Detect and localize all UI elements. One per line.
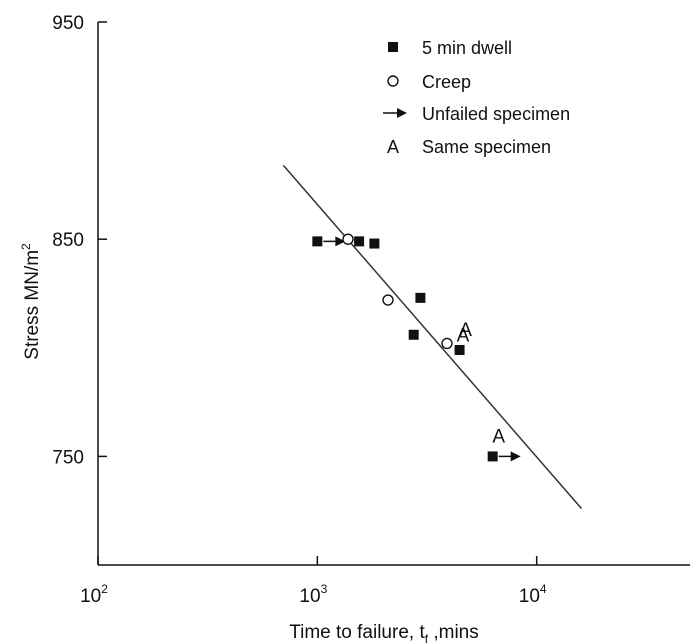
dwell-point xyxy=(487,451,498,462)
y-tick-label: 750 xyxy=(52,447,84,468)
unfailed-arrow xyxy=(323,236,346,247)
x-tick-label: 102 xyxy=(80,582,108,607)
dwell-point xyxy=(415,292,426,303)
legend: 5 min dwell Creep Unfailed specimen A Same s… xyxy=(383,38,570,157)
creep-point xyxy=(342,233,354,245)
x-ticks: 102 103 104 xyxy=(80,556,547,607)
x-tick-label-base: 10 xyxy=(519,586,540,607)
y-tick-label: 850 xyxy=(52,230,84,251)
x-tick-label-exponent: 2 xyxy=(101,582,108,596)
legend-symbol-arrow xyxy=(383,108,407,118)
same-specimen-label: A xyxy=(459,320,472,341)
x-tick-label: 104 xyxy=(519,582,547,607)
legend-label: Unfailed specimen xyxy=(422,104,570,124)
creep-point xyxy=(441,337,453,350)
legend-label: Same specimen xyxy=(422,137,551,157)
same-specimen-label: A xyxy=(492,426,505,447)
trend-line xyxy=(282,164,583,510)
y-tick-label: 950 xyxy=(52,13,84,34)
same-specimen-label: A xyxy=(457,325,470,346)
x-tick-label-base: 10 xyxy=(299,586,320,607)
dwell-point xyxy=(354,236,365,247)
data-points: AAA xyxy=(312,233,521,462)
axes xyxy=(97,22,690,566)
dwell-point xyxy=(312,236,323,247)
x-tick-label-base: 10 xyxy=(80,586,101,607)
unfailed-arrow xyxy=(498,451,521,462)
x-tick-label: 103 xyxy=(299,582,327,607)
legend-symbol-arrow-head xyxy=(397,108,407,118)
y-ticks: 950 850 750 xyxy=(52,13,107,468)
legend-symbol-letter: A xyxy=(387,137,399,157)
x-tick-label-exponent: 4 xyxy=(540,582,547,596)
unfailed-arrow-head xyxy=(335,236,346,247)
y-axis-title: Stress MN/m2 xyxy=(19,243,43,360)
unfailed-arrow-head xyxy=(510,451,521,462)
dwell-point xyxy=(369,238,380,249)
legend-label: Creep xyxy=(422,72,471,92)
dwell-point xyxy=(408,329,419,340)
creep-point xyxy=(382,294,394,306)
x-tick-label-exponent: 3 xyxy=(321,582,328,596)
x-axis-title: Time to failure, tf ,mins xyxy=(289,622,479,643)
legend-label: 5 min dwell xyxy=(422,38,512,58)
legend-symbol-square xyxy=(388,42,398,52)
legend-symbol-circle xyxy=(387,75,399,87)
dwell-point xyxy=(454,344,465,355)
